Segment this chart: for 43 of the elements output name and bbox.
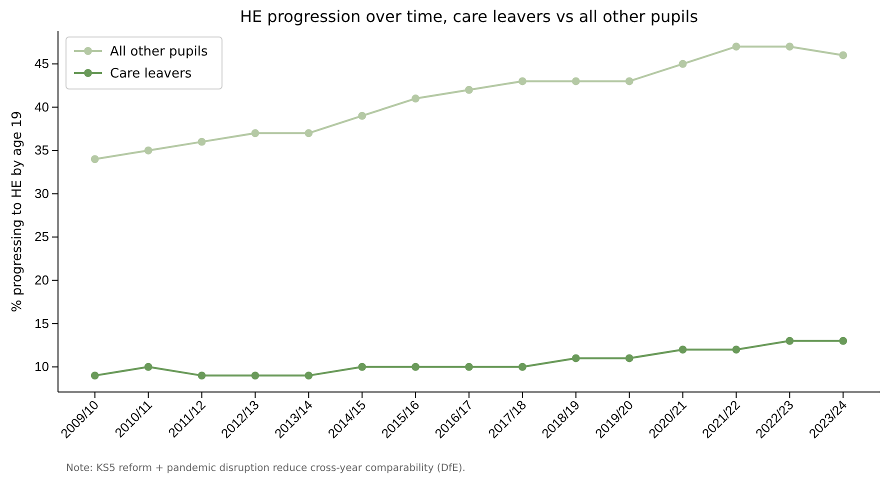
point: [678, 60, 687, 68]
point: [786, 42, 794, 51]
point: [198, 138, 206, 146]
point: [732, 42, 740, 51]
point: [839, 51, 848, 60]
point: [412, 94, 420, 103]
y-tick-label: 20: [34, 272, 49, 288]
point: [839, 336, 848, 345]
point: [251, 129, 260, 138]
point: [144, 146, 152, 154]
y-tick-label: 30: [34, 186, 49, 201]
point: [518, 77, 526, 86]
point: [144, 362, 152, 371]
point: [572, 77, 580, 86]
point: [304, 129, 313, 138]
point: [732, 346, 740, 354]
point: [518, 362, 526, 371]
point: [304, 372, 313, 380]
point: [251, 372, 260, 380]
point: [572, 354, 580, 362]
point: [90, 155, 99, 164]
point: [358, 362, 366, 371]
point: [358, 112, 366, 120]
y-tick-label: 45: [34, 56, 49, 72]
point: [625, 354, 634, 362]
point: [465, 362, 473, 371]
point: [465, 86, 473, 94]
y-tick-label: 10: [34, 359, 49, 374]
y-tick-label: 35: [34, 142, 49, 158]
y-tick-label: 15: [34, 316, 49, 331]
legend-label: All other pupils: [110, 44, 208, 60]
point: [198, 372, 206, 380]
point: [786, 336, 794, 345]
point: [90, 372, 99, 380]
y-tick-label: 25: [34, 229, 49, 244]
point: [678, 346, 687, 354]
y-tick-label: 40: [34, 99, 49, 114]
chart-title: HE progression over time, care leavers vs all other pupils: [240, 7, 698, 26]
point: [625, 77, 634, 86]
y-axis-title: % progressing to HE by age 19: [10, 110, 25, 312]
point: [412, 362, 420, 371]
legend-label: Care leavers: [110, 66, 192, 82]
text: Note: KS5 reform + pandemic disruption reduce cross-year comparability (DfE).: [66, 463, 466, 474]
